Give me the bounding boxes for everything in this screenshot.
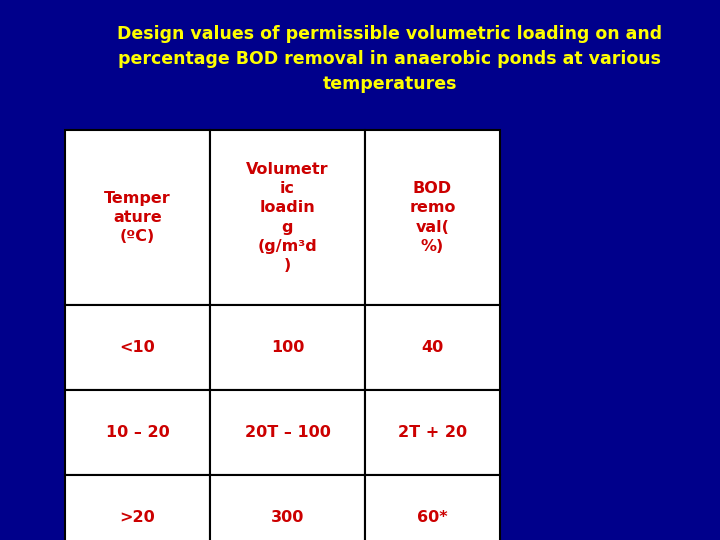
Bar: [365, 130, 500, 305]
Bar: [210, 305, 365, 390]
Bar: [365, 305, 500, 390]
Text: 10 – 20: 10 – 20: [106, 425, 169, 440]
Bar: [65, 475, 210, 540]
Bar: [65, 130, 210, 305]
Text: <10: <10: [120, 340, 156, 355]
Bar: [65, 305, 210, 390]
Text: Temper
ature
(ºC): Temper ature (ºC): [104, 191, 171, 244]
Text: 100: 100: [271, 340, 304, 355]
Bar: [365, 475, 500, 540]
Text: Volumetr
ic
loadin
g
(g/m³d
): Volumetr ic loadin g (g/m³d ): [246, 162, 329, 273]
Text: 60*: 60*: [417, 510, 448, 525]
Text: >20: >20: [120, 510, 156, 525]
Bar: [210, 475, 365, 540]
Text: 20T – 100: 20T – 100: [245, 425, 330, 440]
Text: 300: 300: [271, 510, 304, 525]
Bar: [65, 390, 210, 475]
Bar: [210, 390, 365, 475]
Text: 40: 40: [421, 340, 444, 355]
Text: Design values of permissible volumetric loading on and
percentage BOD removal in: Design values of permissible volumetric …: [117, 25, 662, 93]
Bar: [210, 130, 365, 305]
Text: BOD
remo
val(
%): BOD remo val( %): [409, 181, 456, 254]
Bar: [365, 390, 500, 475]
Text: 2T + 20: 2T + 20: [398, 425, 467, 440]
